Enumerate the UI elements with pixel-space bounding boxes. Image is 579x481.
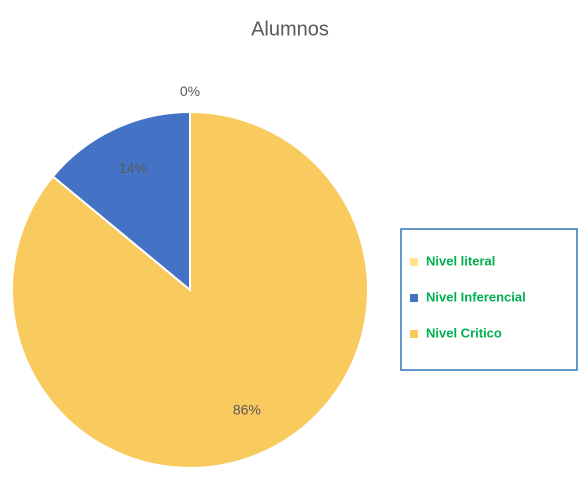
legend-label: Nivel Critico bbox=[426, 325, 502, 340]
legend-swatch bbox=[410, 258, 418, 266]
legend-swatch bbox=[410, 330, 418, 338]
legend-swatch bbox=[410, 294, 418, 302]
legend-label: Nivel Inferencial bbox=[426, 289, 526, 304]
pie-slice bbox=[51, 110, 191, 293]
pie-slice bbox=[11, 110, 369, 469]
data-label: 0% bbox=[180, 83, 200, 99]
data-label: 14% bbox=[119, 160, 147, 176]
chart-title: Alumnos bbox=[251, 18, 329, 40]
legend-box bbox=[400, 228, 578, 371]
legend-label: Nivel literal bbox=[426, 253, 495, 268]
data-label: 86% bbox=[233, 401, 261, 417]
